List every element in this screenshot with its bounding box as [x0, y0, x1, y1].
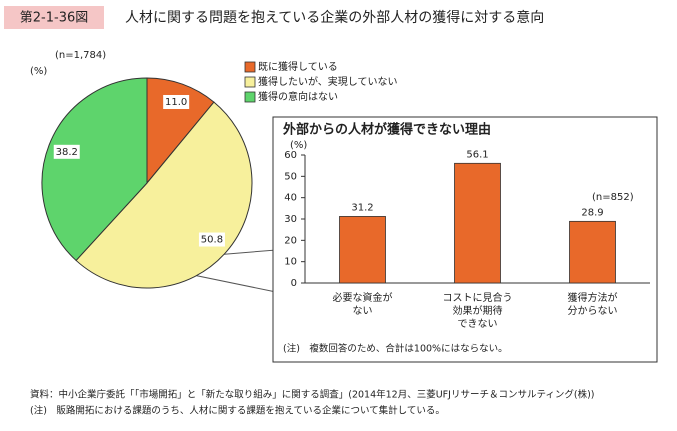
value-label: 28.9 — [581, 207, 603, 218]
value-label: 31.2 — [351, 202, 373, 213]
value-label-bg — [53, 144, 80, 159]
legend-label: 既に獲得している — [258, 60, 338, 73]
legend-swatch — [244, 91, 256, 103]
figure-label-box — [4, 6, 104, 29]
y-tick-label: 30 — [284, 214, 297, 225]
figure-label: 第2-1-36図 — [20, 11, 88, 26]
value-label-bg — [198, 232, 225, 247]
y-tick-label: 0 — [291, 278, 297, 289]
x-tick-label: 分からない — [568, 305, 618, 317]
x-tick-label: コストに見合う — [443, 291, 513, 304]
legend-swatch — [244, 76, 256, 88]
y-tick-label: 40 — [284, 193, 297, 204]
bar — [339, 216, 386, 284]
value-label: 56.1 — [466, 149, 488, 160]
unit-label: (%) — [30, 66, 47, 77]
value-label: 38.2 — [56, 147, 78, 158]
n-label: (n=1,784) — [55, 50, 106, 61]
figure-title: 人材に関する問題を抱えている企業の外部人材の獲得に対する意向 — [125, 9, 544, 26]
y-tick-label: 10 — [284, 257, 297, 268]
footer-note: (注) 販路開拓における課題のうち、人材に関する課題を抱えている企業について集計… — [30, 405, 445, 417]
y-tick-label: 50 — [284, 171, 297, 182]
y-axis-label: (%) — [290, 140, 307, 151]
value-label: 50.8 — [201, 235, 223, 246]
source: 資料：中小企業庁委託「「市場開拓」と「新たな取り組み」に関する調査」(2014年… — [30, 389, 595, 401]
chart-title: 外部からの人材が獲得できない理由 — [282, 122, 491, 138]
x-tick-label: ない — [353, 305, 373, 317]
bar — [454, 162, 501, 284]
x-tick-label: 獲得方法が — [568, 291, 618, 304]
y-tick-label: 20 — [284, 235, 297, 246]
legend-label: 獲得の意向はない — [258, 90, 338, 103]
note: (注) 複数回答のため、合計は100%にはならない。 — [283, 343, 508, 355]
bar — [569, 220, 616, 284]
x-tick-label: 効果が期待 — [453, 304, 503, 317]
value-label: 11.0 — [165, 97, 187, 108]
n-label: (n=852) — [592, 192, 634, 203]
pie-slice — [41, 77, 148, 262]
y-tick-label: 60 — [284, 150, 297, 161]
value-label-bg — [163, 94, 190, 109]
legend-swatch — [244, 61, 256, 73]
x-tick-label: できない — [458, 318, 498, 330]
legend-label: 獲得したいが、実現していない — [258, 75, 398, 88]
x-tick-label: 必要な資金が — [333, 291, 393, 304]
